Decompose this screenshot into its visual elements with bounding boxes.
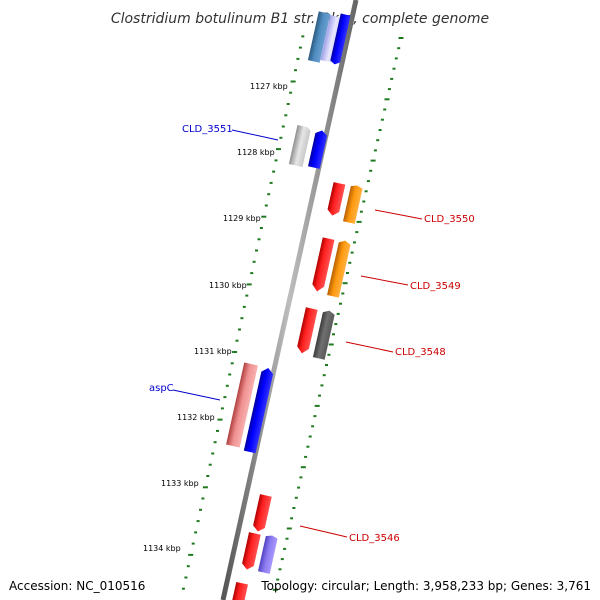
tick-labels: 1127 kbp 1128 kbp 1129 kbp 1130 kbp 1131… xyxy=(143,82,288,553)
gene-red[interactable] xyxy=(241,532,261,571)
gene-labels: CLD_3551 aspC CLD_3550 CLD_3549 CLD_3548… xyxy=(149,124,475,544)
tick-track-right xyxy=(272,37,404,591)
tick-track-left xyxy=(181,35,305,590)
tick-label: 1134 kbp xyxy=(143,544,181,553)
gene-salmon[interactable] xyxy=(226,362,258,448)
tick-label: 1129 kbp xyxy=(223,214,261,223)
gene-red[interactable] xyxy=(231,581,249,600)
callout-cld3546 xyxy=(299,525,348,538)
gene-blue[interactable] xyxy=(243,367,274,454)
callout-lines xyxy=(172,129,423,538)
label-cld3551[interactable]: CLD_3551 xyxy=(182,124,233,135)
tick-label: 1131 kbp xyxy=(194,347,232,356)
genes xyxy=(226,11,363,600)
gene-blue[interactable] xyxy=(330,13,351,66)
gene-red[interactable] xyxy=(311,237,335,292)
label-aspC[interactable]: aspC xyxy=(149,383,174,394)
gene-steelblue[interactable] xyxy=(307,11,331,63)
label-cld3548[interactable]: CLD_3548 xyxy=(395,347,446,358)
callout-cld3550 xyxy=(374,209,423,220)
gene-orange[interactable] xyxy=(327,239,351,298)
tick-label: 1128 kbp xyxy=(237,148,275,157)
callout-cld3548 xyxy=(345,341,394,353)
topology-text: Topology: circular; Length: 3,958,233 bp… xyxy=(261,579,591,593)
genome-backbone xyxy=(220,0,359,600)
tick-label: 1130 kbp xyxy=(209,281,247,290)
gene-lightgray[interactable] xyxy=(288,124,311,168)
label-cld3549[interactable]: CLD_3549 xyxy=(410,281,461,292)
gene-blue[interactable] xyxy=(308,129,328,169)
gene-purple[interactable] xyxy=(258,534,278,574)
tick-label: 1127 kbp xyxy=(250,82,288,91)
tick-label: 1133 kbp xyxy=(161,479,199,488)
gene-red[interactable] xyxy=(252,494,272,533)
callout-cld3551 xyxy=(231,129,279,141)
gene-darkgray[interactable] xyxy=(312,309,335,360)
gene-orange[interactable] xyxy=(343,184,363,224)
callout-aspC xyxy=(172,389,221,401)
gene-red[interactable] xyxy=(326,182,346,217)
tick-label: 1132 kbp xyxy=(177,413,215,422)
map-title: Clostridium botulinum B1 str. Okra, comp… xyxy=(111,11,489,27)
label-cld3550[interactable]: CLD_3550 xyxy=(424,214,475,225)
callout-cld3549 xyxy=(360,275,409,286)
label-cld3546[interactable]: CLD_3546 xyxy=(349,533,400,544)
gene-red[interactable] xyxy=(296,307,318,355)
accession-text: Accession: NC_010516 xyxy=(9,579,146,593)
